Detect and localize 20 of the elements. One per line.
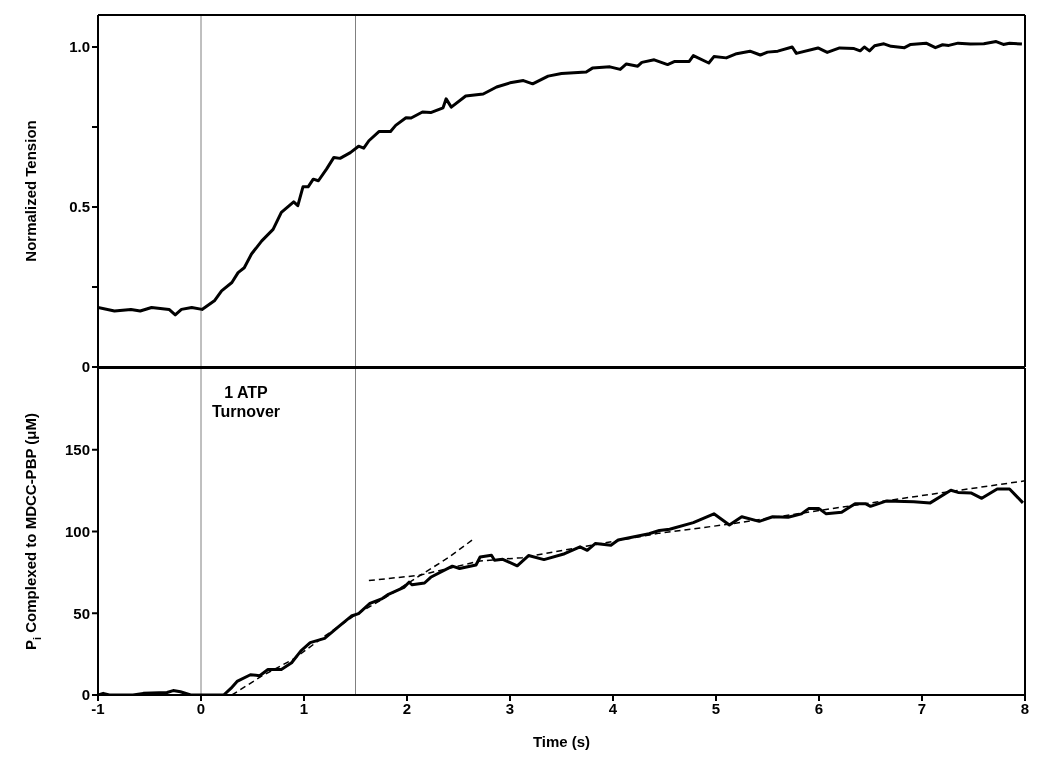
- x-tick-label: 0: [196, 699, 206, 717]
- x-tick-label: 6: [814, 699, 824, 717]
- y-tick-label: 0.5: [69, 198, 90, 216]
- x-tick-label: 3: [505, 699, 515, 717]
- y-tick-label: 150: [64, 441, 90, 459]
- x-tick-label: 2: [402, 699, 412, 717]
- x-tick-label: -1: [91, 699, 105, 717]
- x-tick-label: 5: [711, 699, 721, 717]
- y-tick-label: 100: [64, 522, 90, 540]
- y-tick-label: 0: [81, 686, 90, 704]
- annotation: 1 ATP Turnover: [210, 383, 282, 421]
- y-tick-label: 0: [81, 358, 90, 376]
- y-tick-label: 1.0: [69, 38, 90, 56]
- y-tick-label: 50: [73, 604, 90, 622]
- x-tick-label: 4: [608, 699, 618, 717]
- x-tick-label: 7: [917, 699, 927, 717]
- x-axis-title: Time (s): [532, 733, 591, 750]
- x-tick-label: 1: [299, 699, 309, 717]
- x-tick-label: 8: [1020, 699, 1030, 717]
- y-axis-title: Normalized Tension: [21, 120, 39, 262]
